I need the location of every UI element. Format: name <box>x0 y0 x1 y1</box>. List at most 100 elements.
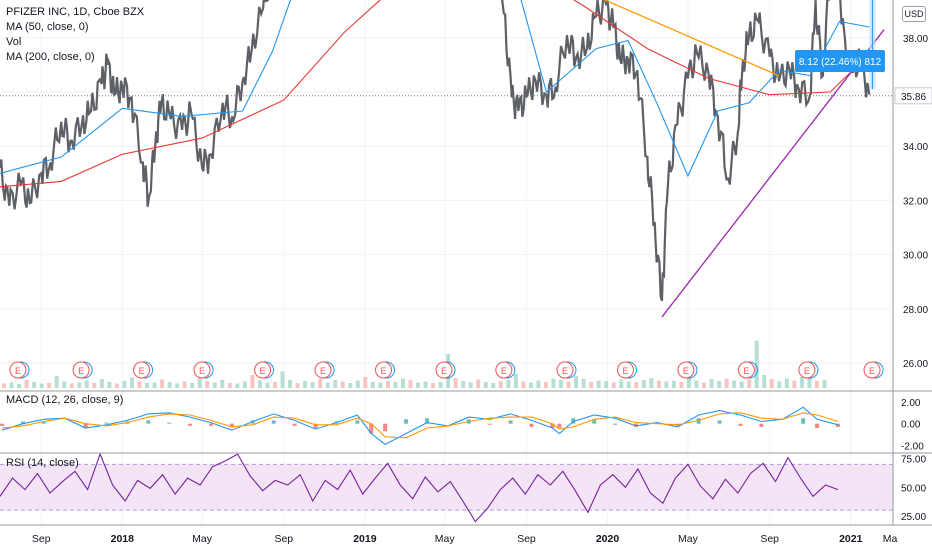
volume-bar <box>175 383 180 388</box>
volume-bar <box>483 382 488 388</box>
volume-bar <box>145 383 150 388</box>
macd-hist-bar <box>369 423 374 434</box>
volume-bar <box>604 381 609 388</box>
earnings-marker <box>495 361 513 379</box>
earnings-letter: E <box>501 366 507 376</box>
volume-bar <box>385 381 390 388</box>
labels: 35.86 8.12 (22.46%) 812 <box>795 50 932 105</box>
volume-bar <box>589 382 594 388</box>
volume-bar <box>69 383 74 388</box>
volume-bar <box>649 378 654 388</box>
volume-bar <box>762 375 767 388</box>
rsi-line <box>0 452 839 523</box>
volume-bar <box>438 382 443 388</box>
volume-bar <box>348 383 353 388</box>
volume-bar <box>340 381 345 388</box>
support-trendline <box>661 29 885 318</box>
volume-bar <box>107 382 112 388</box>
y-tick-label: 26.00 <box>903 359 928 370</box>
volume-bar <box>679 382 684 388</box>
earnings-marker <box>737 361 755 379</box>
y-tick-label: 30.00 <box>903 251 928 262</box>
volume-bar <box>129 377 134 388</box>
x-tick-label: May <box>678 533 699 545</box>
volume-bar <box>77 382 82 388</box>
macd-legend[interactable]: MACD (12, 26, close, 9) <box>6 394 124 406</box>
volume-bar <box>250 375 255 388</box>
volume-bar <box>574 376 579 388</box>
volume-bar <box>626 381 631 388</box>
earnings-letter: E <box>139 366 145 376</box>
volume-bar <box>739 381 744 388</box>
legend-ma50[interactable]: MA (50, close, 0) <box>6 21 89 33</box>
earnings-letter: E <box>381 366 387 376</box>
macd-line <box>1 406 839 446</box>
y-tick-label: 34.00 <box>903 142 928 153</box>
volume-bar <box>724 378 729 388</box>
volume-bar <box>536 380 541 388</box>
macd-hist-bar <box>271 420 276 424</box>
x-tick-label: Ma <box>883 533 898 545</box>
x-tick-label: 2019 <box>353 533 377 545</box>
volume-bar <box>807 372 812 388</box>
earnings-letter: E <box>683 366 689 376</box>
volume-bar <box>333 380 338 388</box>
volume-bar <box>160 379 165 388</box>
volume-bar <box>370 382 375 388</box>
earnings-letter: E <box>869 366 875 376</box>
volume-bar <box>167 382 172 388</box>
volume-bar <box>137 381 142 388</box>
last-price-box <box>894 87 932 105</box>
volume-bar <box>566 381 571 388</box>
volume-bar <box>378 382 383 388</box>
macd-hist-bar <box>508 420 513 424</box>
x-tick-label: 2020 <box>596 533 620 545</box>
macd-hist-bar <box>550 423 555 429</box>
volume-bar <box>559 380 564 388</box>
volume-bar <box>694 380 699 388</box>
macd-hist-bar <box>592 419 597 424</box>
rsi-legend[interactable]: RSI (14, close) <box>6 457 79 469</box>
volume-bars <box>2 340 827 388</box>
volume-bar <box>461 381 466 388</box>
volume-bar <box>581 379 586 388</box>
signal-line <box>1 412 839 439</box>
volume-bar <box>596 380 601 388</box>
volume-bar <box>671 381 676 388</box>
volume-bar <box>152 382 157 388</box>
volume-bar <box>24 380 29 388</box>
volume-bar <box>506 380 511 388</box>
earnings-letter: E <box>441 366 447 376</box>
macd-hist-bar <box>404 419 409 424</box>
volume-bar <box>99 379 104 388</box>
legend-vol[interactable]: Vol <box>6 36 22 48</box>
macd-histogram <box>0 418 840 434</box>
volume-bar <box>408 380 413 388</box>
volume-bar <box>686 376 691 388</box>
volume-bar <box>84 380 89 388</box>
volume-bar <box>416 382 420 388</box>
volume-bar <box>664 381 669 388</box>
earnings-marker <box>254 361 272 379</box>
volume-bar <box>272 382 277 388</box>
rsi-tick-label: 25.00 <box>901 512 926 523</box>
volume-bar <box>393 382 398 388</box>
volume-bar <box>9 382 14 388</box>
volume-bar <box>611 382 616 388</box>
volume-bar <box>717 381 722 388</box>
currency-button[interactable]: USD <box>902 6 926 22</box>
macd-hist-bar <box>759 423 764 427</box>
volume-bar <box>212 382 217 388</box>
volume-bar <box>62 381 67 388</box>
macd-tick-label: -2.00 <box>901 441 924 452</box>
volume-bar <box>521 381 526 388</box>
volume-bar <box>295 383 300 388</box>
volume-bar <box>318 379 323 388</box>
volume-bar <box>325 382 330 388</box>
volume-bar <box>423 381 428 388</box>
macd-hist-bar <box>801 418 806 424</box>
volume-bar <box>242 381 247 388</box>
legend-ma200[interactable]: MA (200, close, 0) <box>6 51 95 63</box>
volume-bar <box>619 379 624 388</box>
